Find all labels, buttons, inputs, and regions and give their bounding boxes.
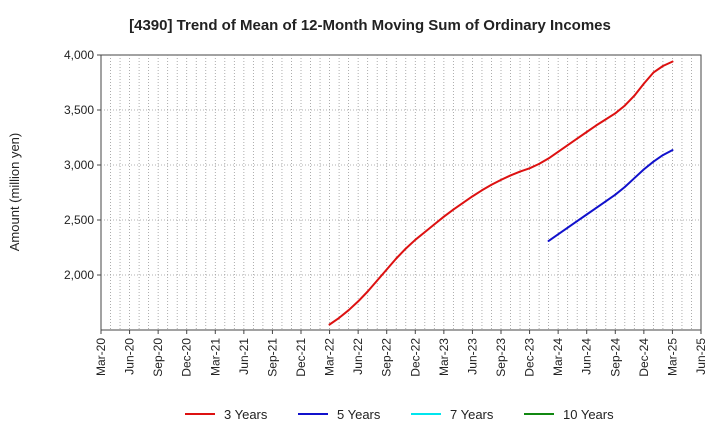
x-tick-label: Sep-24 — [608, 338, 622, 377]
data-point-3-years — [328, 323, 331, 326]
data-point-3-years — [662, 65, 664, 67]
data-point-3-years — [414, 238, 417, 241]
x-tick-label: Dec-24 — [637, 338, 651, 377]
data-point-5-years — [642, 168, 645, 171]
data-point-3-years — [528, 167, 531, 170]
data-point-3-years — [604, 118, 607, 121]
plot-frame — [100, 54, 702, 331]
data-point-3-years — [509, 174, 512, 177]
data-point-5-years — [585, 213, 588, 216]
x-tick-label: Jun-23 — [465, 338, 479, 375]
data-point-3-years — [557, 150, 560, 153]
x-tick-label: Sep-20 — [151, 338, 165, 377]
data-point-3-years — [423, 231, 426, 234]
data-point-5-years — [614, 193, 617, 196]
data-point-3-years — [442, 215, 445, 218]
y-tick-label: 3,500 — [64, 103, 94, 117]
legend-label-5-years: 5 Years — [337, 407, 381, 422]
x-tick-label: Dec-20 — [180, 338, 194, 377]
data-point-3-years — [652, 71, 655, 74]
x-tick-label: Mar-22 — [323, 338, 337, 376]
data-point-3-years — [376, 279, 379, 282]
y-tick-label: 2,000 — [64, 268, 94, 282]
x-tick-label: Jun-24 — [580, 338, 594, 375]
x-tick-label: Jun-20 — [123, 338, 137, 375]
data-point-3-years — [500, 178, 502, 181]
legend-label-7-years: 7 Years — [450, 407, 494, 422]
x-tick-label: Sep-23 — [494, 338, 508, 377]
x-tick-label: Jun-22 — [351, 338, 365, 375]
data-point-5-years — [595, 207, 598, 209]
data-point-5-years — [662, 154, 664, 157]
data-point-3-years — [452, 208, 455, 211]
x-tick-label: Mar-21 — [208, 338, 222, 376]
x-tick-label: Mar-24 — [551, 338, 565, 376]
y-tick-label: 4,000 — [64, 48, 94, 62]
x-tick-label: Dec-22 — [408, 338, 422, 377]
data-point-3-years — [566, 144, 569, 147]
data-point-3-years — [395, 257, 398, 260]
legend-label-10-years: 10 Years — [563, 407, 614, 422]
legend-label-3-years: 3 Years — [224, 407, 268, 422]
x-tick-label: Jun-21 — [237, 338, 251, 375]
data-point-3-years — [366, 290, 369, 293]
data-point-3-years — [347, 309, 350, 312]
data-point-5-years — [671, 149, 674, 152]
x-tick-label: Mar-20 — [94, 338, 108, 376]
data-point-5-years — [557, 233, 560, 236]
data-point-3-years — [576, 137, 579, 140]
data-point-3-years — [490, 183, 493, 186]
x-tick-label: Mar-23 — [437, 338, 451, 376]
data-point-3-years — [404, 247, 407, 250]
legend: 3 Years 5 Years 7 Years 10 Years — [185, 407, 614, 422]
y-tick-label: 2,500 — [64, 213, 94, 227]
data-point-5-years — [566, 226, 569, 229]
data-point-3-years — [338, 317, 340, 319]
data-point-5-years — [604, 200, 607, 203]
data-point-3-years — [671, 60, 674, 63]
y-axis-label: Amount (million yen) — [7, 133, 22, 252]
data-point-5-years — [576, 220, 579, 223]
data-point-3-years — [614, 112, 617, 115]
data-point-3-years — [357, 300, 360, 303]
data-point-3-years — [633, 94, 636, 97]
data-point-3-years — [433, 223, 436, 226]
data-point-3-years — [519, 170, 521, 173]
data-point-3-years — [385, 268, 388, 271]
x-tick-label: Mar-25 — [665, 338, 679, 376]
x-tick-label: Dec-21 — [294, 338, 308, 377]
data-point-3-years — [471, 195, 474, 198]
data-point-3-years — [538, 163, 540, 165]
series-line-5-years — [547, 149, 674, 242]
x-tick-label: Dec-23 — [523, 338, 537, 377]
chart-title: [4390] Trend of Mean of 12-Month Moving … — [129, 17, 611, 34]
plot-area: 2,000 2,500 3,000 3,500 4,000 Mar-20 Jun-20 Sep… — [64, 48, 708, 377]
data-point-5-years — [623, 186, 626, 188]
data-point-3-years — [462, 202, 464, 204]
data-point-3-years — [642, 82, 645, 85]
data-point-5-years — [652, 160, 655, 163]
x-tick-label: Sep-21 — [265, 338, 279, 377]
data-point-3-years — [547, 157, 550, 160]
data-point-5-years — [633, 177, 636, 180]
x-tick-label: Jun-25 — [694, 338, 708, 375]
data-point-3-years — [481, 189, 483, 192]
y-tick-label: 3,000 — [64, 158, 94, 172]
data-point-3-years — [595, 124, 598, 127]
data-point-3-years — [623, 104, 626, 107]
x-tick-label: Sep-22 — [380, 338, 394, 377]
data-point-5-years — [547, 240, 550, 242]
data-point-3-years — [585, 131, 588, 133]
